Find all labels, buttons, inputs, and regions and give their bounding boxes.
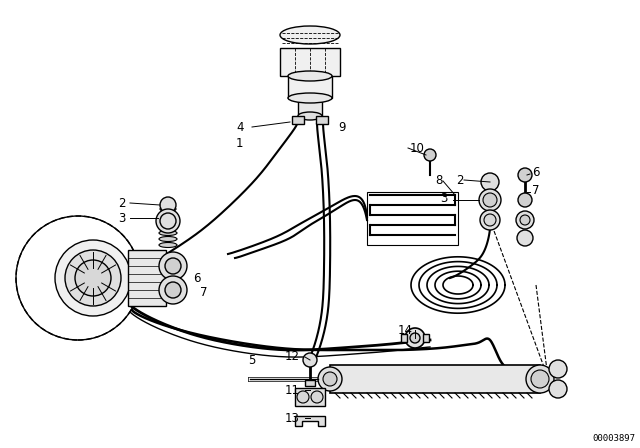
Bar	[288, 76, 332, 98]
Circle shape	[165, 258, 181, 274]
Circle shape	[75, 260, 111, 296]
Ellipse shape	[288, 71, 332, 81]
Ellipse shape	[159, 242, 177, 247]
Circle shape	[297, 391, 309, 403]
Bar	[330, 365, 540, 393]
Text: 5: 5	[248, 353, 255, 366]
Bar	[295, 388, 325, 406]
Text: 3: 3	[118, 211, 125, 224]
Circle shape	[156, 209, 180, 233]
Text: 14: 14	[398, 323, 413, 336]
Circle shape	[549, 360, 567, 378]
Ellipse shape	[288, 93, 332, 103]
Circle shape	[484, 214, 496, 226]
Circle shape	[160, 197, 176, 213]
Circle shape	[549, 380, 567, 398]
Circle shape	[303, 353, 317, 367]
Bar	[367, 192, 458, 245]
Ellipse shape	[160, 206, 176, 212]
Text: 2: 2	[118, 197, 125, 210]
Circle shape	[311, 391, 323, 403]
Ellipse shape	[485, 180, 495, 185]
Text: 2: 2	[456, 173, 463, 186]
Circle shape	[483, 193, 497, 207]
Text: 4: 4	[236, 121, 243, 134]
Text: 7: 7	[200, 287, 207, 300]
Text: 6: 6	[193, 271, 200, 284]
Bar	[128, 250, 166, 306]
Circle shape	[518, 193, 532, 207]
Circle shape	[531, 370, 549, 388]
Text: 6: 6	[532, 165, 540, 178]
Circle shape	[520, 215, 530, 225]
Circle shape	[516, 211, 534, 229]
Bar	[305, 380, 315, 386]
Circle shape	[405, 328, 425, 348]
Circle shape	[526, 365, 554, 393]
Text: 00003897: 00003897	[592, 434, 635, 443]
Text: 9: 9	[338, 121, 346, 134]
Text: 11: 11	[285, 383, 300, 396]
Text: 3: 3	[440, 191, 447, 204]
Circle shape	[159, 276, 187, 304]
Circle shape	[159, 252, 187, 280]
Circle shape	[318, 367, 342, 391]
Bar	[401, 334, 407, 342]
Circle shape	[55, 240, 131, 316]
Text: 8: 8	[435, 173, 442, 186]
Text: 12: 12	[285, 350, 300, 363]
Circle shape	[481, 173, 499, 191]
Circle shape	[410, 333, 420, 343]
Ellipse shape	[159, 231, 177, 236]
Bar	[292, 116, 304, 124]
Text: 13: 13	[285, 412, 300, 425]
Polygon shape	[295, 416, 325, 426]
Ellipse shape	[280, 26, 340, 44]
Ellipse shape	[298, 112, 322, 120]
Bar	[280, 48, 340, 76]
Circle shape	[165, 282, 181, 298]
Bar	[316, 116, 328, 124]
Circle shape	[480, 210, 500, 230]
Circle shape	[65, 250, 121, 306]
Text: 1: 1	[236, 137, 243, 150]
Bar	[298, 98, 322, 116]
Bar	[423, 334, 429, 342]
Text: 7: 7	[532, 184, 540, 197]
Text: 10: 10	[410, 142, 425, 155]
Ellipse shape	[159, 237, 177, 241]
Circle shape	[517, 230, 533, 246]
Circle shape	[518, 168, 532, 182]
Circle shape	[323, 372, 337, 386]
Circle shape	[424, 149, 436, 161]
Circle shape	[479, 189, 501, 211]
